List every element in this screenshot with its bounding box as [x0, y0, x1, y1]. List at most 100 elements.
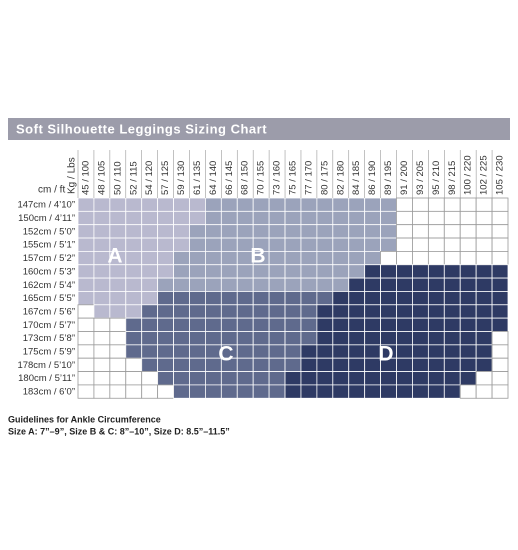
grid-cell	[396, 317, 413, 332]
grid-cell	[173, 224, 190, 239]
grid-cell	[348, 384, 366, 399]
grid-cell	[284, 277, 302, 292]
grid-cell	[173, 210, 190, 226]
grid-cell	[396, 357, 413, 372]
grid-cell	[491, 357, 509, 372]
grid-cell	[189, 384, 206, 399]
grid-cell	[284, 264, 302, 279]
grid-cell	[412, 371, 429, 386]
grid-cell	[443, 250, 461, 266]
grid-cell	[380, 304, 397, 319]
column-label: 98 / 215	[447, 161, 458, 195]
grid-cell	[189, 250, 206, 266]
grid-cell	[491, 264, 509, 279]
grid-cell	[77, 384, 95, 399]
column-label: 105 / 230	[495, 155, 506, 195]
column-label: 57 / 125	[160, 161, 171, 195]
grid-cell	[236, 210, 254, 226]
grid-cell	[189, 331, 206, 346]
grid-cell	[316, 371, 334, 386]
grid-cell	[157, 371, 174, 386]
grid-cell	[141, 291, 159, 306]
column-label: 50 / 110	[112, 161, 123, 195]
grid-cell	[380, 317, 397, 332]
grid-cell	[332, 210, 350, 226]
grid-cell	[77, 277, 95, 292]
grid-cell	[220, 250, 238, 266]
column-label: 73 / 160	[272, 161, 283, 195]
grid-cell	[396, 210, 413, 226]
grid-cell	[412, 224, 429, 239]
grid-cell	[125, 371, 143, 386]
grid-cell	[427, 371, 445, 386]
grid-cell	[459, 210, 477, 226]
column-label: 59 / 130	[176, 161, 187, 195]
grid-cell	[380, 291, 397, 306]
grid-cell	[443, 291, 461, 306]
grid-cell	[412, 250, 429, 266]
grid-cell	[491, 304, 509, 319]
row-label: 173cm / 5’8”	[23, 333, 75, 344]
grid-cell	[443, 197, 461, 212]
grid-cell	[189, 210, 206, 226]
grid-cell	[300, 237, 318, 252]
grid-cell	[427, 331, 445, 346]
grid-cell	[141, 384, 159, 399]
grid-cell	[396, 371, 413, 386]
grid-cell	[332, 197, 350, 212]
grid-cell	[396, 264, 413, 279]
grid-cell	[93, 317, 111, 332]
grid-cell	[77, 237, 95, 252]
grid-cell	[236, 224, 254, 239]
grid-cell	[443, 384, 461, 399]
grid-cell	[348, 264, 366, 279]
grid-cell	[220, 291, 238, 306]
grid-cell	[284, 357, 302, 372]
grid-cell	[348, 197, 366, 212]
title-bar	[8, 118, 510, 140]
grid-cell	[141, 371, 159, 386]
grid-cell	[284, 250, 302, 266]
grid-cell	[348, 237, 366, 252]
grid-cell	[125, 317, 143, 332]
footer-heading: Guidelines for Ankle Circumference	[8, 414, 161, 424]
grid-cell	[173, 197, 190, 212]
grid-cell	[300, 357, 318, 372]
column-label: 75 / 165	[288, 161, 299, 195]
grid-cell	[284, 371, 302, 386]
grid-cell	[252, 291, 270, 306]
title: Soft Silhouette Leggings Sizing Chart	[16, 121, 267, 136]
column-label: 68 / 150	[240, 161, 251, 195]
grid-cell	[491, 224, 509, 239]
grid-cell	[173, 250, 190, 266]
grid-cell	[491, 277, 509, 292]
grid-cell	[300, 197, 318, 212]
grid-cell	[396, 197, 413, 212]
grid-cell	[316, 250, 334, 266]
grid-cell	[348, 357, 366, 372]
grid-cell	[475, 264, 493, 279]
row-label: 180cm / 5’11”	[18, 373, 75, 384]
grid-cell	[125, 224, 143, 239]
grid-cell	[268, 317, 286, 332]
grid-cell	[491, 344, 509, 359]
grid-cell	[236, 371, 254, 386]
grid-cell	[491, 384, 509, 399]
grid-cell	[364, 197, 381, 212]
grid-cell	[300, 317, 318, 332]
grid-cell	[77, 197, 95, 212]
grid-cell	[300, 331, 318, 346]
grid-cell	[300, 384, 318, 399]
grid-cell	[491, 291, 509, 306]
grid-cell	[475, 250, 493, 266]
row-label: 183cm / 6’0”	[23, 387, 75, 398]
grid-cell	[109, 331, 127, 346]
grid-cell	[252, 304, 270, 319]
grid-cell	[459, 224, 477, 239]
grid-cell	[396, 331, 413, 346]
grid-cell	[475, 277, 493, 292]
grid-cell	[459, 197, 477, 212]
grid-cell	[141, 277, 159, 292]
grid-cell	[427, 277, 445, 292]
grid-cell	[396, 291, 413, 306]
